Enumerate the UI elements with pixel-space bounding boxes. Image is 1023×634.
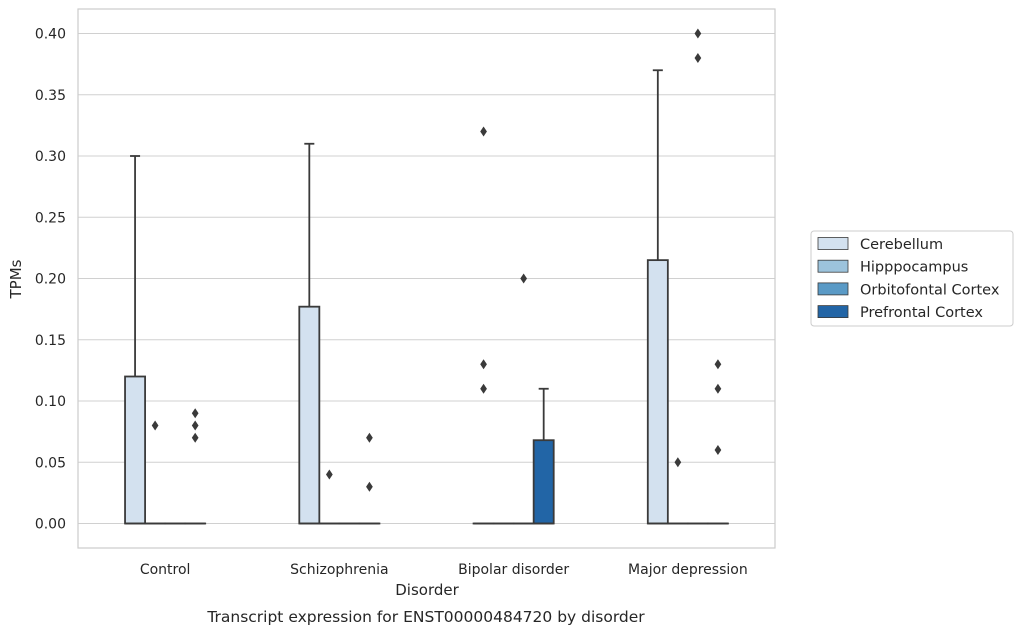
box-rect: [298, 305, 321, 525]
outlier-marker: [714, 359, 722, 370]
y-tick-label: 0.30: [35, 149, 66, 165]
outlier-marker: [366, 432, 373, 443]
box-rect: [646, 259, 669, 525]
box-group: [512, 273, 535, 525]
x-tick-label: Schizophrenia: [290, 562, 388, 578]
y-axis-ticks: 0.00 0.05 0.10 0.15 0.20 0.25 0.30 0.35 0.40: [35, 27, 66, 533]
outlier-marker: [520, 273, 528, 284]
x-axis-ticks: Control Schizophrenia Bipolar disorder Majo…: [140, 562, 748, 578]
box-group: [666, 457, 689, 525]
outlier-marker: [480, 383, 487, 394]
x-tick-label: Control: [140, 562, 191, 578]
y-tick-label: 0.20: [35, 272, 66, 288]
box-group: [686, 28, 709, 525]
y-tick-label: 0.05: [35, 455, 66, 471]
outlier-marker: [191, 408, 199, 419]
box-group: [646, 69, 669, 525]
grid-lines: [78, 32, 775, 525]
legend-swatch: [817, 259, 849, 273]
box-group: [472, 126, 495, 525]
outlier-marker: [151, 420, 159, 431]
plot-area-frame: [77, 8, 776, 549]
figure-caption: Transcript expression for ENST0000048472…: [206, 608, 645, 626]
legend-swatch: [817, 237, 849, 250]
legend-swatch: [817, 305, 849, 319]
y-tick-label: 0.25: [35, 210, 66, 226]
outlier-marker: [325, 469, 333, 480]
x-axis-label: Disorder: [395, 581, 459, 599]
legend-label: Cerebellum: [860, 237, 943, 253]
box-group: [358, 432, 381, 525]
y-tick-label: 0.15: [35, 333, 66, 349]
legend-label: Prefrontal Cortex: [860, 305, 983, 321]
outlier-marker: [191, 420, 199, 431]
legend: Cerebellum Hipppocampus Orbitofontal Corte…: [810, 230, 1014, 327]
legend-frame: [810, 230, 1014, 327]
box-group: [298, 142, 321, 525]
box-group: [532, 387, 555, 525]
box-plot-marks: [124, 28, 729, 525]
outlier-marker: [694, 52, 702, 64]
x-tick-label: Major depression: [628, 562, 748, 578]
outlier-marker: [366, 481, 373, 492]
box-group: [184, 408, 207, 525]
outlier-marker: [191, 432, 199, 443]
legend-label: Orbitofontal Cortex: [860, 282, 1000, 298]
legend-label: Hipppocampus: [860, 260, 968, 276]
outlier-marker: [480, 126, 487, 137]
y-tick-label: 0.10: [35, 394, 66, 410]
y-tick-label: 0.35: [35, 88, 66, 104]
box-group: [707, 359, 729, 525]
y-tick-label: 0.40: [35, 27, 66, 43]
x-tick-label: Bipolar disorder: [458, 562, 569, 578]
box-group: [144, 420, 167, 525]
box-group: [124, 155, 146, 525]
y-tick-label: 0.00: [35, 517, 66, 533]
outlier-marker: [694, 28, 702, 39]
y-axis-label: TPMs: [7, 259, 25, 299]
outlier-marker: [714, 383, 722, 394]
box-rect: [124, 375, 146, 525]
legend-swatch: [817, 282, 849, 296]
box-group: [318, 469, 341, 525]
outlier-marker: [480, 359, 487, 370]
outlier-marker: [714, 444, 722, 456]
box-rect: [532, 439, 555, 525]
outlier-marker: [674, 457, 682, 468]
